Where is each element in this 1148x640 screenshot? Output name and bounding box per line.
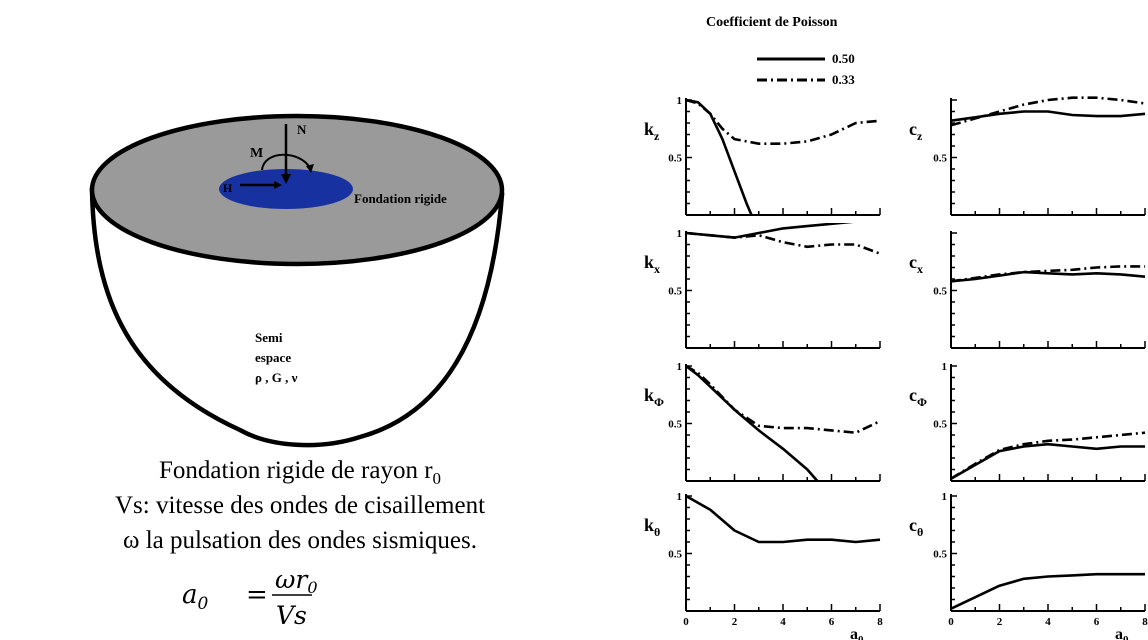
panel-k-z: 1 0.5 kz [644, 95, 881, 216]
x-tick-label: 4 [1045, 616, 1051, 628]
chart-panels: 1 0.5 kz 0.5 cz 1 0.5 kx 0.5 cx 1 0.5 kΦ 1 0.5 cΦ 1 0.5 kθ… [644, 95, 1148, 640]
x-tick-label: 0 [683, 616, 689, 628]
panel-c-z: 0.5 cz [909, 96, 1146, 216]
x-tick-label: 4 [780, 616, 786, 628]
y-tick-label: 0.5 [668, 286, 682, 298]
caption-line3: ω la pulsation des ondes sismiques. [123, 527, 477, 554]
formula-a0: a0 = ωr0 Vs [182, 565, 318, 630]
series-line-0.33 [686, 98, 881, 145]
legend-label-1: 0.33 [832, 72, 855, 87]
series-line-0.50 [951, 110, 1146, 122]
panel-k-Φ: 1 0.5 kΦ [644, 361, 881, 482]
series-line-0.50 [686, 98, 753, 215]
series-line-0.33 [951, 96, 1146, 127]
y-tick-label: 0.5 [933, 153, 947, 165]
series-line-0.33 [951, 265, 1145, 283]
series-line-0.50 [951, 270, 1146, 283]
y-axis-label: cθ [909, 515, 923, 539]
moment-arc [261, 153, 311, 171]
panel-k-θ: 1 0.5 kθ 0 2 4 6 8 a0 [644, 491, 883, 640]
y-axis-label: kθ [644, 515, 660, 539]
vertical-load-arrowhead [281, 174, 291, 184]
panel-c-θ: 1 0.5 cθ 0 2 4 6 8 a0 [909, 491, 1148, 640]
y-tick-label: 1 [942, 491, 948, 503]
caption: Fondation rigide de rayon r0 Vs: vitesse… [115, 457, 485, 630]
series-line-0.50 [686, 494, 881, 544]
y-tick-label: 1 [942, 361, 948, 373]
formula-denominator: Vs [276, 601, 307, 630]
y-tick-label: 0.5 [668, 419, 682, 431]
y-tick-label: 0.5 [933, 549, 947, 561]
caption-line2: Vs: vitesse des ondes de cisaillement [115, 492, 485, 519]
x-tick-label: 8 [1142, 616, 1148, 628]
formula-equals: = [246, 580, 268, 610]
moment-arrowhead [306, 164, 314, 173]
y-tick-label: 0.5 [933, 286, 947, 298]
y-tick-label: 1 [677, 95, 683, 107]
series-line-0.50 [686, 364, 820, 481]
y-axis-label: kΦ [644, 385, 664, 409]
y-axis-label: cΦ [909, 385, 927, 409]
x-axis-label: a0 [850, 626, 864, 640]
horizontal-load-arrowhead [274, 181, 282, 189]
label-N: N [297, 122, 307, 137]
y-tick-label: 0.5 [933, 419, 947, 431]
series-line-0.50 [951, 572, 1145, 610]
series-line-0.50 [686, 223, 854, 239]
panel-c-x: 0.5 cx [909, 231, 1146, 349]
series-line-0.50 [951, 442, 1145, 480]
halfspace-label-line1: Semi [255, 330, 283, 345]
y-tick-label: 0.5 [668, 153, 682, 165]
legend: Coefficient de Poisson 0.50 0.33 [706, 15, 855, 87]
label-M: M [250, 146, 263, 161]
legend-title: Coefficient de Poisson [706, 15, 838, 30]
x-axis-label: a0 [1115, 626, 1129, 640]
y-tick-label: 0.5 [668, 549, 682, 561]
x-tick-label: 6 [1094, 616, 1100, 628]
y-axis-label: kx [644, 252, 660, 276]
y-tick-label: 1 [677, 491, 683, 503]
y-tick-label: 1 [677, 228, 683, 240]
x-tick-label: 0 [948, 616, 954, 628]
label-H: H [223, 181, 233, 195]
caption-line1: Fondation rigide de rayon r0 [159, 457, 441, 488]
y-tick-label: 1 [677, 361, 683, 373]
halfspace-label-line3: ρ , G , ν [255, 370, 298, 385]
y-axis-label: cx [909, 252, 923, 276]
halfspace-diagram: N M H Fondation rigide Semi espace ρ , G… [89, 113, 505, 448]
halfspace-label-line2: espace [255, 350, 291, 365]
x-tick-label: 2 [732, 616, 738, 628]
formula-lhs: a0 [182, 580, 209, 614]
legend-label-0: 0.50 [832, 51, 855, 66]
rigid-foundation [219, 169, 353, 209]
x-tick-label: 8 [877, 616, 883, 628]
x-tick-label: 2 [997, 616, 1003, 628]
panel-c-Φ: 1 0.5 cΦ [909, 361, 1146, 482]
formula-numerator: ωr0 [275, 565, 318, 597]
series-line-0.33 [686, 231, 881, 255]
series-line-0.33 [951, 431, 1146, 480]
y-axis-label: cz [909, 119, 923, 143]
foundation-label: Fondation rigide [354, 191, 447, 206]
series-line-0.33 [686, 364, 881, 435]
panel-k-x: 1 0.5 kx [644, 223, 881, 349]
x-tick-label: 6 [829, 616, 835, 628]
y-axis-label: kz [644, 119, 660, 143]
